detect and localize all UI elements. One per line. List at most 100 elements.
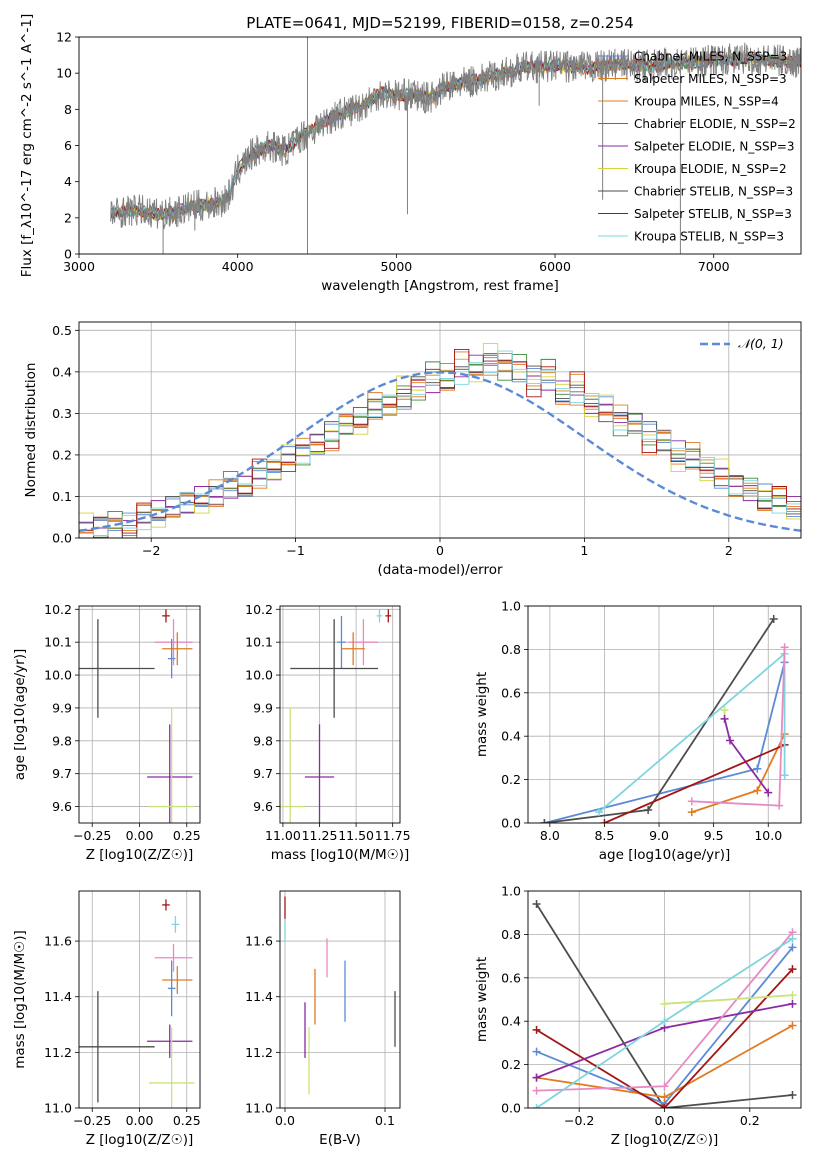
panel-mass-weight-vs-Z: −0.2 0.0 0.2 0.0 0.2 0.4 0.6 0.8 1.0 Z [log10(Z/Z… <box>474 884 802 1148</box>
errorbar-point <box>376 609 383 623</box>
x-tick-label: −2 <box>142 543 160 558</box>
plot-area <box>110 37 801 254</box>
legend-label: Chabrier STELIB, N_SSP=3 <box>634 185 793 199</box>
y-tick-label: 0.6 <box>501 685 521 700</box>
x-axis-label: Z [log10(Z/Z☉)] <box>86 847 194 863</box>
panel-mass-vs-Z: −0.25 0.00 0.25 11.0 11.2 11.4 11.6 Z [log10(Z/… <box>12 890 201 1148</box>
y-tick-label: 11.6 <box>44 934 72 949</box>
errorbar-point <box>171 916 180 933</box>
x-tick-label: 0.0 <box>655 1113 675 1128</box>
x-tick-label: 11.25 <box>302 828 338 843</box>
y-axis-label: mass weight <box>474 957 490 1042</box>
errorbar-point <box>147 1024 193 1058</box>
errorbar-point <box>337 615 346 669</box>
y-tick-label: 11.2 <box>44 1045 72 1060</box>
weight-point-marker <box>764 788 773 797</box>
x-tick-label: −0.25 <box>73 1113 111 1128</box>
weight-point-marker <box>788 934 797 943</box>
weight-point-marker <box>687 808 696 817</box>
y-tick-label: 8 <box>64 102 72 117</box>
y-tick-label: 0.6 <box>501 970 521 985</box>
axes-frame <box>279 890 401 1109</box>
x-tick-label: 7000 <box>698 259 730 274</box>
x-tick-label: 11.50 <box>338 828 374 843</box>
y-tick-label: 0.2 <box>52 447 72 462</box>
y-axis-label: age [log10(age/yr)] <box>12 649 28 781</box>
weight-point-marker <box>660 1104 669 1108</box>
y-tick-label: 0.4 <box>501 729 521 744</box>
figure-title: PLATE=0641, MJD=52199, FIBERID=0158, z=0… <box>246 14 633 32</box>
weight-point-marker <box>753 786 762 795</box>
x-axis-label: (data-model)/error <box>377 562 503 578</box>
x-tick-label: 0.2 <box>740 1113 760 1128</box>
x-tick-label: 9.0 <box>649 828 669 843</box>
weight-point-marker <box>780 643 789 652</box>
x-tick-label: 10.0 <box>754 828 782 843</box>
x-tick-label: 6000 <box>539 259 571 274</box>
panel-age-vs-Z: −0.25 0.00 0.25 9.6 9.7 9.8 9.9 10.0 10.1 10.2 Z [… <box>12 602 201 863</box>
errorbar-point <box>79 991 155 1103</box>
x-tick-label: −0.25 <box>73 828 111 843</box>
weight-point-marker <box>788 991 797 1000</box>
legend-label: Salpeter STELIB, N_SSP=3 <box>634 207 792 221</box>
x-tick-label: 2 <box>725 543 733 558</box>
y-tick-label: 0.2 <box>501 1057 521 1072</box>
plot-area <box>79 343 801 538</box>
y-tick-label: 2 <box>64 210 72 225</box>
panel-mass-vs-ebv: 0.0 0.1 11.0 11.2 11.4 11.6 E(B-V) <box>245 890 401 1148</box>
y-tick-label: 1.0 <box>501 884 521 899</box>
legend-label: Kroupa MILES, N_SSP=4 <box>634 95 779 109</box>
x-tick-label: −0.2 <box>564 1113 594 1128</box>
y-tick-label: 4 <box>64 174 72 189</box>
y-tick-label: 10.0 <box>245 668 273 683</box>
errorbar-point <box>341 632 365 666</box>
weight-point-marker <box>687 797 696 806</box>
y-tick-label: 10.2 <box>44 602 72 617</box>
errorbar-point <box>280 707 305 823</box>
legend-label: Kroupa ELODIE, N_SSP=2 <box>634 162 787 176</box>
weight-point-marker <box>788 943 797 952</box>
y-tick-label: 9.9 <box>253 700 273 715</box>
data-spectrum-line <box>110 42 801 230</box>
weight-series-line <box>664 994 793 1005</box>
y-tick-label: 0.1 <box>52 489 72 504</box>
weight-point-marker <box>600 819 609 823</box>
y-tick-label: 11.6 <box>245 934 273 949</box>
y-tick-label: 0.3 <box>52 406 72 421</box>
y-tick-label: 0.8 <box>501 927 521 942</box>
y-tick-label: 10.1 <box>245 635 273 650</box>
weight-point-marker <box>726 736 735 745</box>
errorbar-point <box>154 619 193 666</box>
plot-area <box>284 896 396 1095</box>
panel-spectrum: 3000 4000 5000 6000 7000 0 2 4 6 8 10 12 wavelength … <box>19 14 802 294</box>
weight-point-marker <box>540 819 549 823</box>
y-tick-label: 1.0 <box>501 599 521 614</box>
histogram-series <box>79 350 801 538</box>
y-tick-label: 10 <box>56 66 72 81</box>
axes-frame <box>78 605 201 824</box>
x-axis-label: age [log10(age/yr)] <box>599 847 731 863</box>
x-tick-label: 11.75 <box>375 828 411 843</box>
weight-point-marker <box>594 808 603 817</box>
errorbar-point <box>162 899 170 911</box>
y-tick-label: 0.4 <box>52 364 72 379</box>
y-tick-label: 0.4 <box>501 1014 521 1029</box>
x-axis-label: E(B-V) <box>319 1132 361 1148</box>
y-tick-label: 11.4 <box>44 989 72 1004</box>
y-tick-label: 12 <box>56 30 72 45</box>
y-tick-label: 10.0 <box>44 668 72 683</box>
x-axis-label: wavelength [Angstrom, rest frame] <box>321 278 559 294</box>
y-tick-label: 9.9 <box>52 700 72 715</box>
weight-point-marker <box>720 706 729 715</box>
plot-area <box>79 609 195 823</box>
weight-point-marker <box>532 1073 541 1082</box>
weight-point-marker <box>532 1047 541 1056</box>
weight-point-marker <box>788 1021 797 1030</box>
x-tick-label: 9.5 <box>704 828 724 843</box>
errorbar-point <box>385 609 392 623</box>
axes-frame <box>279 605 401 824</box>
legend-label: 𝒩(0, 1) <box>738 336 784 351</box>
plot-area <box>532 900 797 1108</box>
y-tick-label: 0.0 <box>52 531 72 546</box>
